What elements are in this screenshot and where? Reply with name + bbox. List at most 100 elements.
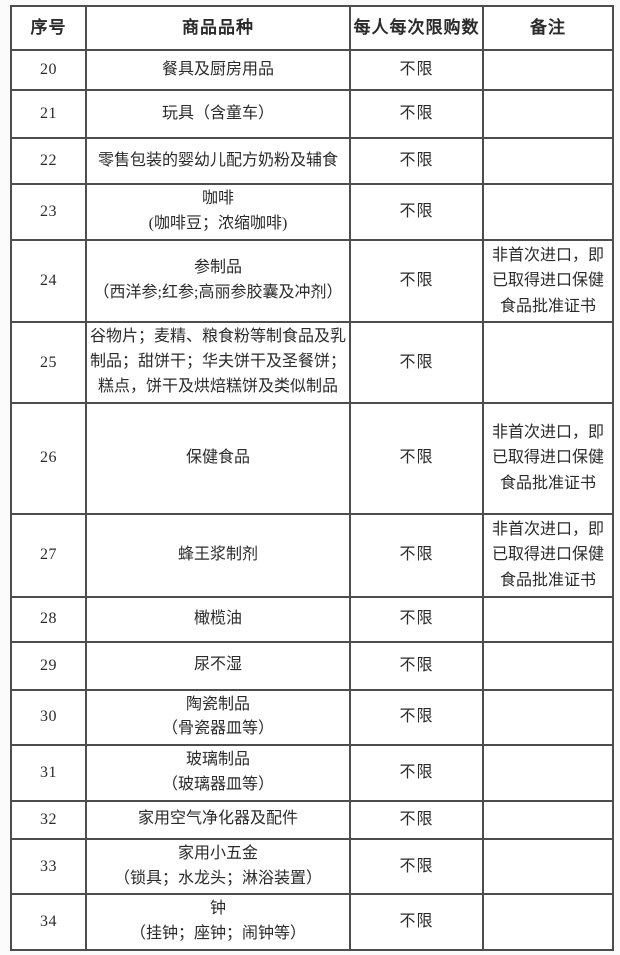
limit-cell: 不限: [349, 401, 484, 515]
table-row: 29 尿不湿 不限: [10, 640, 614, 691]
product-name: 零售包装的婴幼儿配方奶粉及辅食: [97, 151, 338, 169]
row-index: 25: [10, 321, 87, 404]
product-subtitle: （锁具；水龙头；淋浴装置）: [113, 869, 322, 887]
product-name: 餐具及厨房用品: [161, 60, 274, 78]
row-index: 30: [10, 688, 87, 747]
remark-cell: 非首次进口，即已取得进口保健食品批准证书: [482, 238, 614, 324]
purchase-limit-table: 序号 商品品种 每人每次限购数 备注 20 餐具及厨房用品 不限 21 玩具（含…: [10, 5, 614, 951]
product-name: 尿不湿: [193, 656, 242, 674]
table-row: 28 橄榄油 不限: [10, 595, 614, 643]
product-cell: 咖啡 (咖啡豆；浓缩咖啡): [85, 183, 351, 241]
remark-cell: [482, 595, 614, 643]
remark-cell: [482, 744, 614, 802]
table-row: 26 保健食品 不限 非首次进口，即已取得进口保健食品批准证书: [10, 401, 614, 515]
product-name: 陶瓷制品: [185, 695, 250, 713]
product-name: 谷物片；麦精、粮食粉等制食品及乳制品；甜饼干；华夫饼干及圣餐饼；糕点，饼干及烘焙…: [89, 328, 346, 395]
row-index: 32: [10, 799, 87, 840]
row-index: 34: [10, 893, 87, 951]
product-cell: 钟 （挂钟；座钟；闹钟等）: [85, 893, 351, 951]
product-cell: 橄榄油: [85, 595, 351, 643]
limit-cell: 不限: [349, 512, 484, 598]
row-index: 33: [10, 837, 87, 896]
limit-cell: 不限: [349, 238, 484, 324]
column-header-index: 序号: [10, 5, 87, 51]
product-name: 咖啡: [201, 190, 234, 207]
row-index: 24: [10, 238, 87, 324]
header-row: 序号 商品品种 每人每次限购数 备注: [10, 5, 614, 51]
row-index: 26: [10, 401, 87, 515]
table-header: 序号 商品品种 每人每次限购数 备注: [10, 5, 614, 51]
row-index: 27: [10, 512, 87, 598]
limit-cell: 不限: [349, 49, 484, 91]
product-cell: 家用空气净化器及配件: [85, 799, 351, 840]
row-index: 28: [10, 595, 87, 643]
product-subtitle: （挂钟；座钟；闹钟等）: [129, 925, 306, 943]
product-cell: 谷物片；麦精、粮食粉等制食品及乳制品；甜饼干；华夫饼干及圣餐饼；糕点，饼干及烘焙…: [85, 321, 351, 404]
remark-cell: [482, 893, 614, 951]
remark-cell: [482, 688, 614, 747]
remark-cell: 非首次进口，即已取得进口保健食品批准证书: [482, 401, 614, 515]
table-row: 30 陶瓷制品 （骨瓷器皿等） 不限: [10, 688, 614, 747]
table-row: 25 谷物片；麦精、粮食粉等制食品及乳制品；甜饼干；华夫饼干及圣餐饼；糕点，饼干…: [10, 321, 614, 404]
product-cell: 家用小五金 （锁具；水龙头；淋浴装置）: [85, 837, 351, 896]
product-cell: 尿不湿: [85, 640, 351, 691]
row-index: 31: [10, 744, 87, 802]
row-index: 29: [10, 640, 87, 691]
column-header-limit: 每人每次限购数: [349, 5, 484, 51]
remark-cell: [482, 49, 614, 91]
remark-cell: [482, 89, 614, 139]
remark-cell: [482, 799, 614, 840]
table-row: 32 家用空气净化器及配件 不限: [10, 799, 614, 840]
row-index: 23: [10, 183, 87, 241]
product-cell: 蜂王浆制剂: [85, 512, 351, 598]
product-cell: 餐具及厨房用品: [85, 49, 351, 91]
table-row: 27 蜂王浆制剂 不限 非首次进口，即已取得进口保健食品批准证书: [10, 512, 614, 598]
table-body: 20 餐具及厨房用品 不限 21 玩具（含童车） 不限 22 零售包装的婴幼儿配…: [10, 49, 614, 951]
limit-cell: 不限: [349, 89, 484, 139]
column-header-product: 商品品种: [85, 5, 351, 51]
table-row: 31 玻璃制品 （玻璃器皿等） 不限: [10, 744, 614, 802]
remark-cell: [482, 640, 614, 691]
limit-cell: 不限: [349, 321, 484, 404]
table-row: 24 参制品 （西洋参;红参;高丽参胶囊及冲剂） 不限 非首次进口，即已取得进口…: [10, 238, 614, 324]
product-cell: 玩具（含童车）: [85, 89, 351, 139]
table-row: 22 零售包装的婴幼儿配方奶粉及辅食 不限: [10, 137, 614, 185]
table-row: 20 餐具及厨房用品 不限: [10, 49, 614, 91]
remark-cell: 非首次进口，即已取得进口保健食品批准证书: [482, 512, 614, 598]
product-cell: 参制品 （西洋参;红参;高丽参胶囊及冲剂）: [85, 238, 351, 324]
remark-cell: [482, 837, 614, 896]
table-row: 21 玩具（含童车） 不限: [10, 89, 614, 139]
row-index: 21: [10, 89, 87, 139]
product-subtitle: （骨瓷器皿等）: [161, 720, 274, 738]
table-row: 23 咖啡 (咖啡豆；浓缩咖啡) 不限: [10, 183, 614, 241]
limit-cell: 不限: [349, 799, 484, 840]
row-index: 22: [10, 137, 87, 185]
limit-cell: 不限: [349, 688, 484, 747]
product-subtitle: （西洋参;红参;高丽参胶囊及冲剂）: [93, 283, 343, 301]
product-name: 保健食品: [185, 448, 250, 466]
limit-cell: 不限: [349, 595, 484, 643]
limit-cell: 不限: [349, 893, 484, 951]
product-subtitle: (咖啡豆；浓缩咖啡): [148, 214, 288, 232]
limit-cell: 不限: [349, 744, 484, 802]
product-cell: 玻璃制品 （玻璃器皿等）: [85, 744, 351, 802]
product-name: 家用小五金: [177, 844, 258, 862]
limit-cell: 不限: [349, 640, 484, 691]
column-header-remark: 备注: [482, 5, 614, 51]
limit-cell: 不限: [349, 137, 484, 185]
product-cell: 保健食品: [85, 401, 351, 515]
limit-cell: 不限: [349, 837, 484, 896]
product-subtitle: （玻璃器皿等）: [161, 775, 274, 793]
product-name: 玻璃制品: [185, 751, 250, 769]
product-name: 参制品: [193, 259, 242, 277]
product-cell: 零售包装的婴幼儿配方奶粉及辅食: [85, 137, 351, 185]
product-name: 家用空气净化器及配件: [137, 810, 298, 828]
product-cell: 陶瓷制品 （骨瓷器皿等）: [85, 688, 351, 747]
product-name: 钟: [209, 900, 226, 918]
remark-cell: [482, 321, 614, 404]
product-name: 橄榄油: [193, 609, 242, 627]
table-row: 34 钟 （挂钟；座钟；闹钟等） 不限: [10, 893, 614, 951]
table-row: 33 家用小五金 （锁具；水龙头；淋浴装置） 不限: [10, 837, 614, 896]
row-index: 20: [10, 49, 87, 91]
